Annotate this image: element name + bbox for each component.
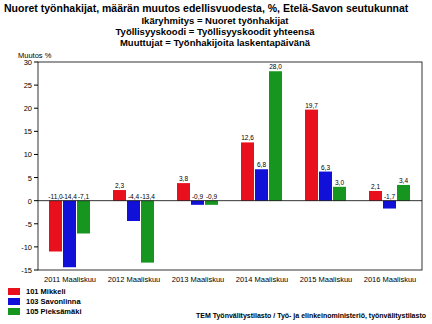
x-tick-label: 2016 Maaliskuu xyxy=(364,275,417,284)
bars xyxy=(49,71,410,267)
bar xyxy=(49,201,62,252)
title: Nuoret työnhakijat, määrän muutos edelli… xyxy=(4,2,409,14)
legend-swatch xyxy=(8,288,20,295)
data-label: -1,7 xyxy=(384,193,396,200)
subtitle: Työllisyyskoodi = Työllisyyskoodit yhtee… xyxy=(116,26,316,37)
plot-frame xyxy=(38,62,422,270)
bar xyxy=(333,187,346,201)
y-tick-label: 0 xyxy=(28,197,32,206)
y-tick-label: 15 xyxy=(24,127,32,136)
bar xyxy=(77,201,90,234)
y-tick xyxy=(34,85,38,86)
bar xyxy=(397,185,410,201)
zero-line xyxy=(38,200,422,201)
bar xyxy=(113,190,126,201)
y-tick-label: 30 xyxy=(24,58,32,67)
data-label: 2,3 xyxy=(115,182,124,189)
data-label: -0,9 xyxy=(206,193,218,200)
data-label: -7,1 xyxy=(78,193,90,200)
x-tick-label: 2014 Maaliskuu xyxy=(236,275,289,284)
y-tick-label: 20 xyxy=(24,104,32,113)
data-label: 3,8 xyxy=(179,175,188,182)
legend-swatch xyxy=(8,308,20,315)
y-tick xyxy=(34,246,38,247)
data-label: 6,8 xyxy=(257,161,266,168)
bar xyxy=(141,201,154,263)
y-tick xyxy=(34,131,38,132)
y-tick xyxy=(34,223,38,224)
bar xyxy=(383,201,396,209)
bar xyxy=(255,169,268,200)
bar xyxy=(177,183,190,201)
y-tick xyxy=(34,177,38,178)
data-label: -13,4 xyxy=(140,193,155,200)
data-label: 12,6 xyxy=(241,134,254,141)
bar xyxy=(205,201,218,205)
y-tick xyxy=(34,62,38,63)
data-label: 6,3 xyxy=(321,164,330,171)
data-label: 3,0 xyxy=(335,179,344,186)
data-label: -4,4 xyxy=(128,193,140,200)
legend-label: 103 Savonlinna xyxy=(26,297,81,306)
subtitle: Muuttujat = Työnhakijoita laskentapäivän… xyxy=(120,37,311,48)
bar xyxy=(269,71,282,200)
bar xyxy=(127,201,140,221)
data-label: -14,4 xyxy=(62,193,77,200)
data-label: 28,0 xyxy=(269,63,282,70)
bar xyxy=(191,201,204,205)
source: TEM Työnvälitystilasto / Työ- ja elinkei… xyxy=(196,312,426,320)
y-tick xyxy=(34,154,38,155)
bar xyxy=(369,191,382,201)
y-tick-label: -5 xyxy=(25,220,32,229)
subtitle: Ikäryhmitys = Nuoret työnhakijat xyxy=(141,15,289,26)
data-label: 2,1 xyxy=(371,183,380,190)
x-tick-label: 2012 Maaliskuu xyxy=(108,275,161,284)
legend-label: 105 Pieksämäki xyxy=(26,307,81,316)
y-tick xyxy=(34,270,38,271)
x-tick-label: 2015 Maaliskuu xyxy=(300,275,353,284)
bar xyxy=(63,201,76,268)
data-label: 19,7 xyxy=(305,102,318,109)
data-label: -0,9 xyxy=(192,193,204,200)
chart: Nuoret työnhakijat, määrän muutos edelli… xyxy=(0,0,432,324)
legend-label: 101 Mikkeli xyxy=(26,287,66,296)
x-tick-label: 2011 Maaliskuu xyxy=(44,275,96,284)
y-tick-label: -15 xyxy=(21,266,32,275)
y-tick-label: 25 xyxy=(24,81,32,90)
bar xyxy=(305,110,318,201)
bar xyxy=(319,172,332,201)
y-tick xyxy=(34,108,38,109)
y-tick xyxy=(34,200,38,201)
data-label: -11,0 xyxy=(48,193,63,200)
x-tick-label: 2013 Maaliskuu xyxy=(172,275,225,284)
bar xyxy=(241,142,254,200)
legend-swatch xyxy=(8,298,20,305)
y-tick-label: -10 xyxy=(21,243,32,252)
y-tick-label: 5 xyxy=(28,174,32,183)
y-tick-label: 10 xyxy=(24,150,32,159)
data-label: 3,4 xyxy=(399,177,408,184)
